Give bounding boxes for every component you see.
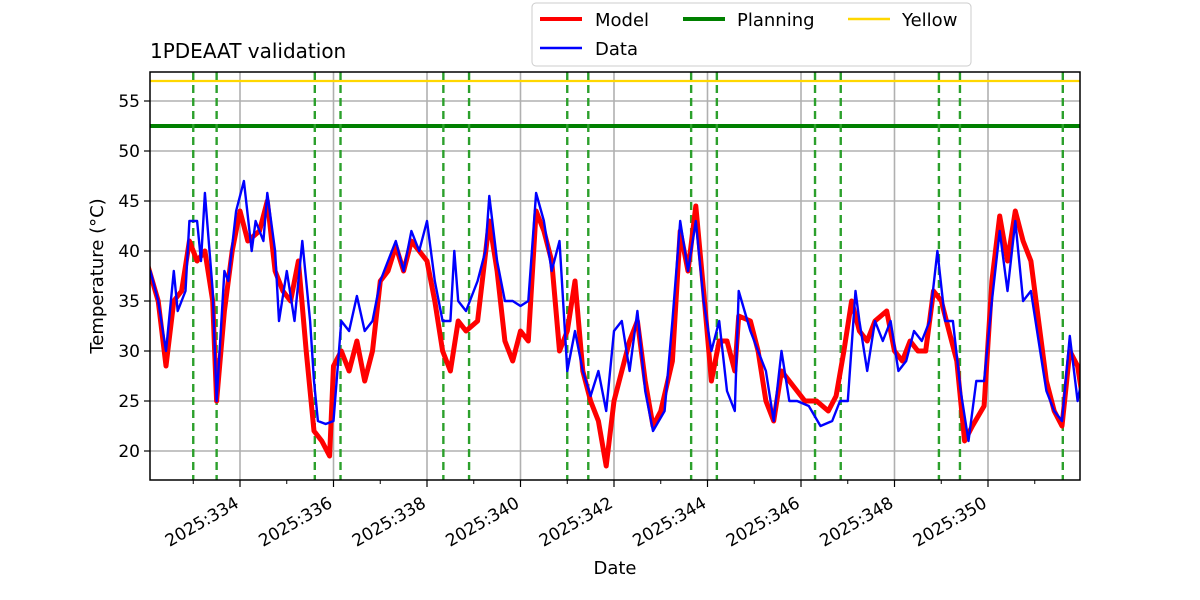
y-tick-label: 45: [118, 192, 140, 212]
x-tick-label: 2025:342: [536, 493, 617, 551]
x-tick-label: 2025:338: [349, 493, 430, 551]
legend: Model Data Planning Yellow: [531, 2, 972, 67]
plot-area: [149, 71, 1081, 481]
y-tick-label: 25: [118, 392, 140, 412]
plot-frame: [149, 71, 1081, 481]
legend-label-data: Data: [595, 39, 638, 60]
x-tick-label: 2025:334: [162, 493, 243, 551]
legend-label-planning: Planning: [737, 10, 815, 31]
legend-label-model: Model: [595, 10, 649, 31]
x-tick-label: 2025:348: [816, 493, 897, 551]
chart-title: 1PDEAAT validation: [150, 39, 346, 63]
y-tick-label: 35: [118, 292, 140, 312]
y-axis-label: Temperature (°C): [87, 198, 108, 354]
y-tick-label: 20: [118, 442, 140, 462]
y-tick-label: 50: [118, 142, 140, 162]
x-tick-label: 2025:350: [910, 493, 991, 551]
limit-lines: [150, 79, 1080, 128]
x-axis: 2025:334 2025:336 2025:338 2025:340 2025:342…: [162, 480, 1036, 551]
x-tick-label: 2025:344: [629, 493, 710, 551]
x-tick-label: 2025:346: [723, 493, 804, 551]
x-axis-label: Date: [593, 558, 636, 579]
y-tick-label: 55: [118, 92, 140, 112]
y-axis: 20 25 30 35 40 45 50 55: [118, 92, 150, 462]
x-tick-label: 2025:340: [442, 493, 523, 551]
y-tick-label: 40: [118, 242, 140, 262]
series-data-line: [150, 179, 1080, 443]
grid: [150, 72, 1080, 480]
series-lines: [150, 179, 1080, 469]
planning-vertical-lines: [192, 72, 1065, 480]
x-tick-label: 2025:336: [255, 493, 336, 551]
legend-label-yellow: Yellow: [901, 10, 957, 31]
y-tick-label: 30: [118, 342, 140, 362]
